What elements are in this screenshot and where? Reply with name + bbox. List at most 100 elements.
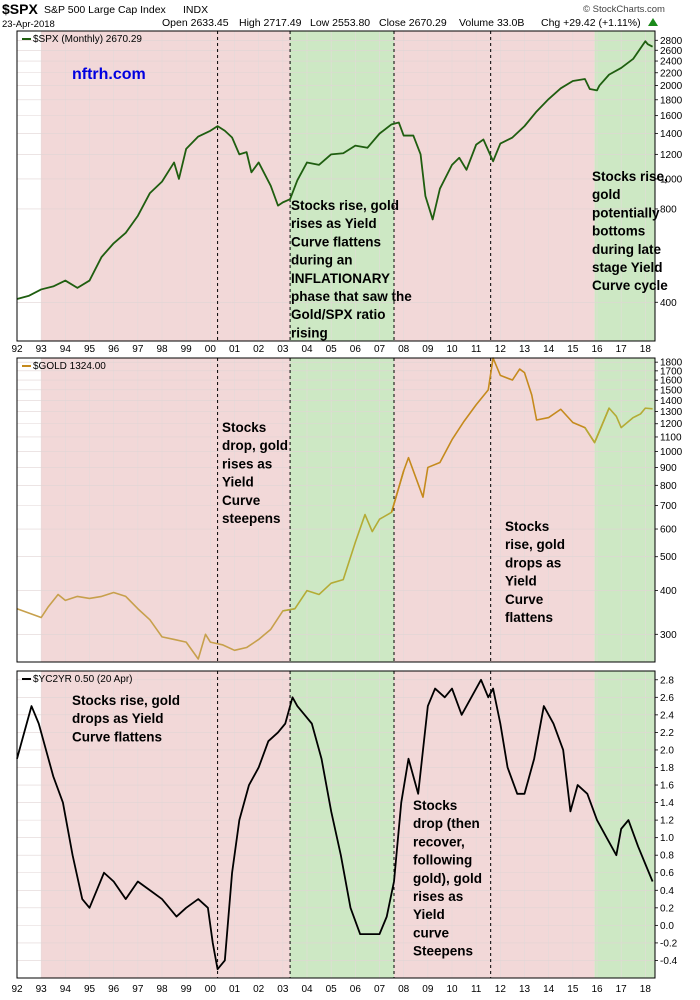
y-tick-label: 1000 [660, 447, 683, 458]
header-low: Low 2553.80 [310, 17, 370, 29]
y-tick-label: 0.6 [660, 868, 674, 879]
y-tick-label: 1800 [660, 358, 683, 369]
x-tick-label: 97 [132, 344, 144, 355]
x-tick-label: 18 [640, 984, 652, 995]
x-tick-label: 09 [422, 344, 434, 355]
x-tick-label: 01 [229, 984, 241, 995]
y-tick-label: 800 [660, 481, 677, 492]
y-tick-label: 600 [660, 525, 677, 536]
zone-pink [394, 671, 491, 978]
y-tick-label: 1400 [660, 396, 683, 407]
y-tick-label: 2.8 [660, 675, 674, 686]
x-tick-label: 92 [11, 344, 23, 355]
y-tick-label: 1400 [660, 129, 683, 140]
x-tick-label: 02 [253, 984, 265, 995]
x-tick-label: 14 [543, 344, 555, 355]
watermark: nftrh.com [72, 66, 146, 83]
y-tick-label: 2600 [660, 46, 683, 57]
x-tick-label: 05 [326, 984, 338, 995]
x-tick-label: 07 [374, 984, 386, 995]
panel-frame [16, 670, 656, 979]
header-date: 23-Apr-2018 [2, 19, 55, 30]
x-tick-label: 10 [446, 984, 458, 995]
y-tick-label: 800 [660, 204, 677, 215]
y-tick-label: 1500 [660, 385, 683, 396]
y-tick-label: 2.0 [660, 745, 674, 756]
x-tick-label: 02 [253, 344, 265, 355]
y-tick-label: 400 [660, 586, 677, 597]
zone-green [290, 358, 394, 662]
zone-pink [490, 358, 595, 662]
annotation-text: Stocks rise, gold rises as Yield Curve fla… [291, 198, 412, 340]
x-tick-label: 98 [156, 344, 168, 355]
x-tick-label: 13 [519, 984, 531, 995]
y-tick-label: 1600 [660, 376, 683, 387]
x-tick-label: 18 [640, 344, 652, 355]
y-tick-label: 0.4 [660, 886, 674, 897]
x-tick-label: 15 [567, 984, 579, 995]
gold-line-segment [390, 357, 610, 513]
x-tick-label: 17 [616, 984, 628, 995]
y-tick-label: 1700 [660, 366, 683, 377]
x-tick-label: 97 [132, 984, 144, 995]
y-tick-label: 1200 [660, 419, 683, 430]
panel-frame [16, 30, 656, 342]
y-tick-label: 300 [660, 630, 677, 641]
x-tick-label: 95 [84, 984, 96, 995]
y-tick-label: 500 [660, 552, 677, 563]
x-tick-label: 12 [495, 344, 507, 355]
zone-green [290, 671, 394, 978]
y-tick-label: 1.6 [660, 781, 674, 792]
x-tick-label: 04 [301, 984, 313, 995]
zone-green [594, 31, 655, 341]
y-tick-label: 1000 [660, 174, 683, 185]
x-tick-label: 15 [567, 344, 579, 355]
y-tick-label: 1.0 [660, 833, 674, 844]
annotation-text: Stocks rise, gold potentially bottoms during… [592, 169, 668, 293]
x-tick-label: 08 [398, 344, 410, 355]
x-tick-label: 07 [374, 344, 386, 355]
x-tick-label: 95 [84, 344, 96, 355]
header-volume: Volume 33.0B [459, 17, 524, 29]
x-tick-label: 04 [301, 344, 313, 355]
y-tick-label: 2.4 [660, 710, 674, 721]
x-tick-label: 14 [543, 984, 555, 995]
x-tick-label: 99 [181, 984, 193, 995]
yield-curve-line [16, 678, 654, 971]
spx-line [16, 40, 653, 300]
gold-line-segment [282, 470, 405, 612]
chart-header: $SPX S&P 500 Large Cap Index INDX © Stoc… [2, 1, 665, 30]
x-tick-label: 12 [495, 984, 507, 995]
header-source: © StockCharts.com [583, 4, 665, 15]
x-tick-label: 03 [277, 984, 289, 995]
y-tick-label: 0.8 [660, 851, 674, 862]
zone-pink [41, 358, 291, 662]
y-tick-label: 0.0 [660, 921, 674, 932]
x-tick-label: 09 [422, 984, 434, 995]
x-tick-label: 92 [11, 984, 23, 995]
header-open: Open 2633.45 [162, 17, 229, 29]
x-tick-label: 00 [205, 344, 217, 355]
gold-line-segment [16, 591, 296, 660]
y-tick-label: 2400 [660, 57, 683, 68]
x-tick-label: 00 [205, 984, 217, 995]
y-tick-label: 1200 [660, 150, 683, 161]
y-tick-label: 2.2 [660, 728, 674, 739]
y-tick-label: 1600 [660, 111, 683, 122]
x-tick-label: 05 [326, 344, 338, 355]
x-tick-label: 16 [591, 984, 603, 995]
zone-green [594, 358, 655, 662]
zone-pink [41, 671, 291, 978]
x-tick-label: 08 [398, 984, 410, 995]
x-tick-label: 96 [108, 344, 120, 355]
x-tick-label: 17 [616, 344, 628, 355]
x-tick-label: 99 [181, 344, 193, 355]
y-tick-label: 700 [660, 501, 677, 512]
y-tick-label: 1800 [660, 95, 683, 106]
zone-green [290, 31, 394, 341]
y-tick-label: 400 [660, 298, 677, 309]
x-tick-label: 01 [229, 344, 241, 355]
y-tick-label: 1100 [660, 432, 682, 443]
y-tick-label: -0.2 [660, 938, 678, 949]
